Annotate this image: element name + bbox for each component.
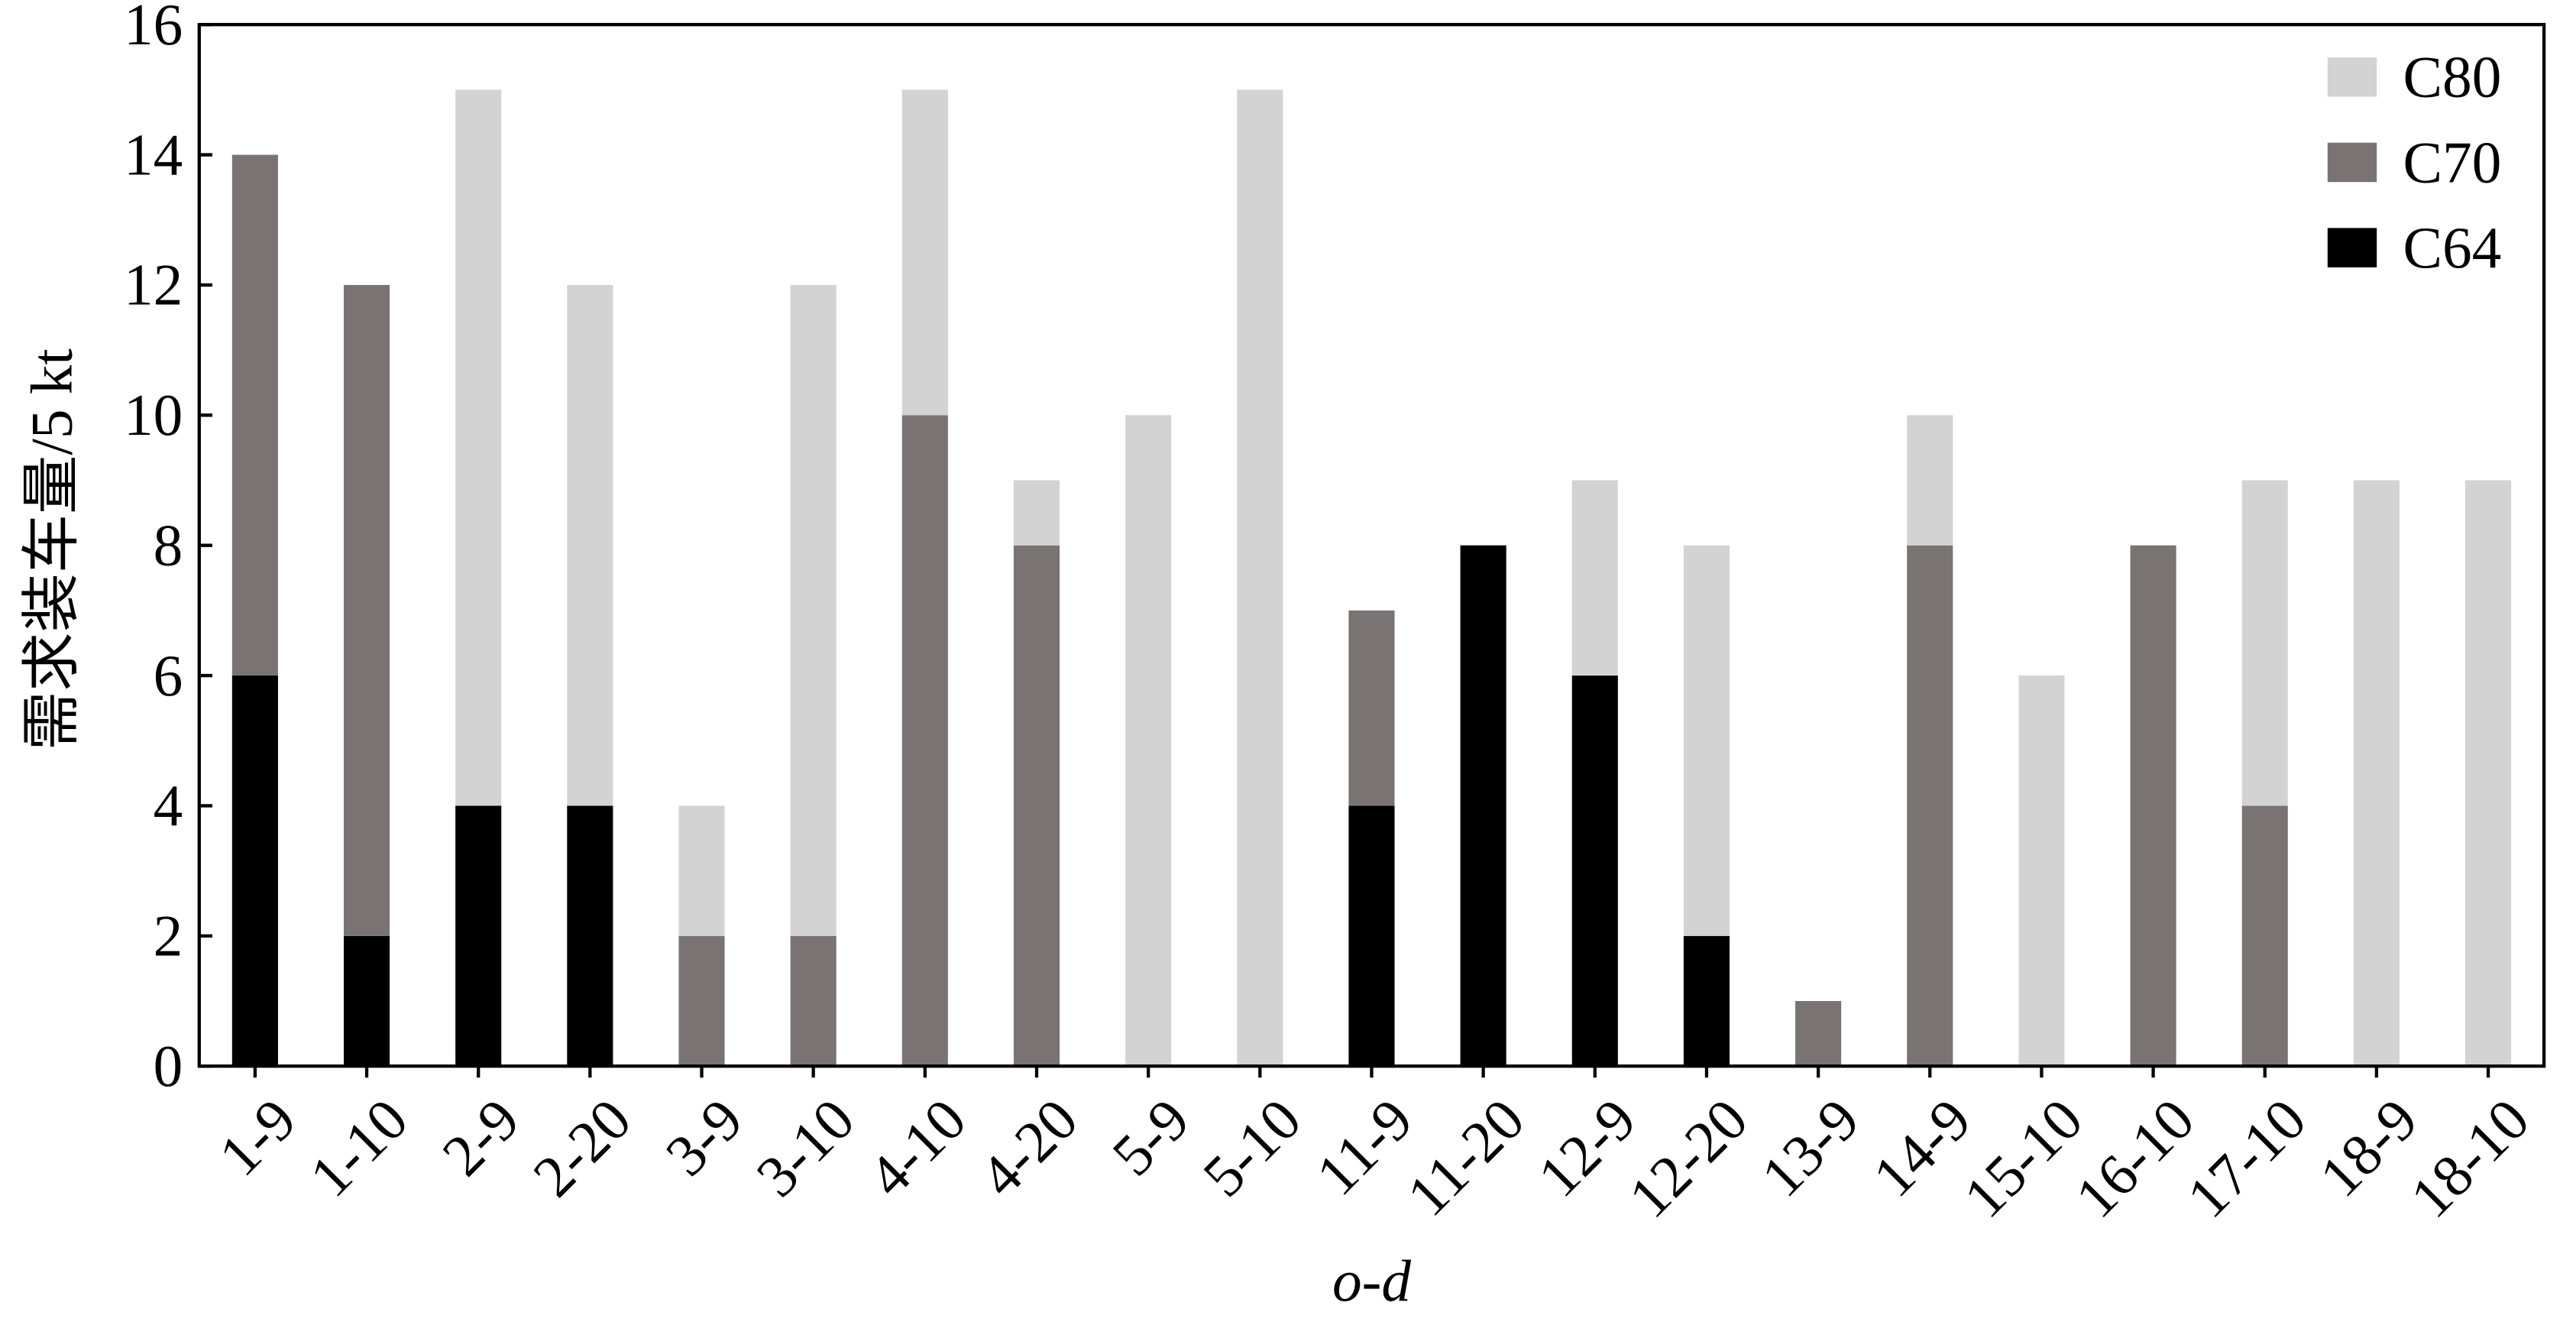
bar-segment xyxy=(790,284,837,936)
bar-segment xyxy=(455,89,502,806)
bar-segment xyxy=(2353,480,2400,1067)
bar-segment xyxy=(231,676,278,1067)
x-tick-label: 5-10 xyxy=(1190,1086,1313,1209)
bar-segment xyxy=(1460,545,1506,1067)
bar-segment xyxy=(678,805,725,936)
x-tick-label: 11-20 xyxy=(1394,1086,1536,1228)
bar-segment xyxy=(1571,676,1618,1067)
x-tick-label: 18-10 xyxy=(2398,1086,2542,1230)
bar-segment xyxy=(1125,415,1172,1067)
legend-label: C80 xyxy=(2403,44,2502,110)
bar-segment xyxy=(901,415,948,1067)
x-tick-label: 3-9 xyxy=(653,1086,756,1188)
bar-segment xyxy=(1348,610,1395,806)
bar-segment xyxy=(678,935,725,1067)
bar-segment xyxy=(1571,480,1618,676)
bar-segment xyxy=(790,935,837,1067)
x-tick-label: 4-20 xyxy=(967,1086,1090,1209)
bar-segment xyxy=(1907,545,1953,1067)
bar-segment xyxy=(1683,935,1730,1067)
y-tick-label: 14 xyxy=(124,122,183,187)
y-axis-label: 需求装车量/5 kt xyxy=(18,348,84,750)
bar-segment xyxy=(1013,480,1060,546)
x-axis-label: o-d xyxy=(1332,1248,1411,1314)
bar-segment xyxy=(2130,545,2176,1067)
bar-segment xyxy=(1237,89,1283,1067)
bar-segment xyxy=(343,935,390,1067)
bar-segment xyxy=(2241,805,2288,1067)
legend-swatch xyxy=(2327,142,2377,183)
bar-segment xyxy=(2241,480,2288,806)
bar-segment xyxy=(567,805,613,1067)
x-tick-label: 16-10 xyxy=(2063,1086,2206,1230)
bar-segment xyxy=(2018,676,2065,1067)
bar-segment xyxy=(1795,1000,1842,1067)
y-tick-label: 4 xyxy=(154,773,183,838)
x-tick-label: 13-9 xyxy=(1749,1086,1872,1209)
bar-segment xyxy=(455,805,502,1067)
bar-segment xyxy=(1013,545,1060,1067)
y-tick-label: 2 xyxy=(154,903,183,969)
x-tick-label: 3-10 xyxy=(744,1086,867,1209)
legend-swatch xyxy=(2327,228,2377,267)
y-tick-label: 6 xyxy=(154,643,183,708)
plot-frame xyxy=(197,23,2546,1068)
x-tick-label: 2-9 xyxy=(429,1086,532,1188)
x-tick-label: 4-10 xyxy=(856,1086,979,1209)
x-tick-label: 2-20 xyxy=(520,1086,643,1209)
bar-segment xyxy=(343,284,390,936)
legend-label: C70 xyxy=(2403,129,2502,195)
bar-segment xyxy=(2465,480,2512,1067)
y-tick-label: 8 xyxy=(154,512,183,578)
x-tick-label: 5-9 xyxy=(1099,1086,1202,1188)
y-tick-label: 16 xyxy=(124,0,183,57)
bar-segment xyxy=(231,154,278,676)
y-tick-label: 12 xyxy=(124,252,183,318)
y-tick-label: 0 xyxy=(154,1033,183,1099)
bar-segment xyxy=(1683,545,1730,936)
y-tick-label: 10 xyxy=(124,382,183,448)
x-tick-label: 15-10 xyxy=(1951,1086,2095,1230)
bar-segment xyxy=(567,284,613,806)
x-tick-label: 12-20 xyxy=(1616,1086,1760,1230)
x-tick-label: 1-9 xyxy=(206,1086,309,1188)
bar-segment xyxy=(1348,805,1395,1067)
legend-label: C64 xyxy=(2403,215,2502,280)
bar-segment xyxy=(1907,415,1953,546)
legend-swatch xyxy=(2327,57,2377,97)
bar-segment xyxy=(901,89,948,416)
x-tick-label: 17-10 xyxy=(2174,1086,2318,1230)
x-tick-label: 1-10 xyxy=(297,1086,420,1209)
